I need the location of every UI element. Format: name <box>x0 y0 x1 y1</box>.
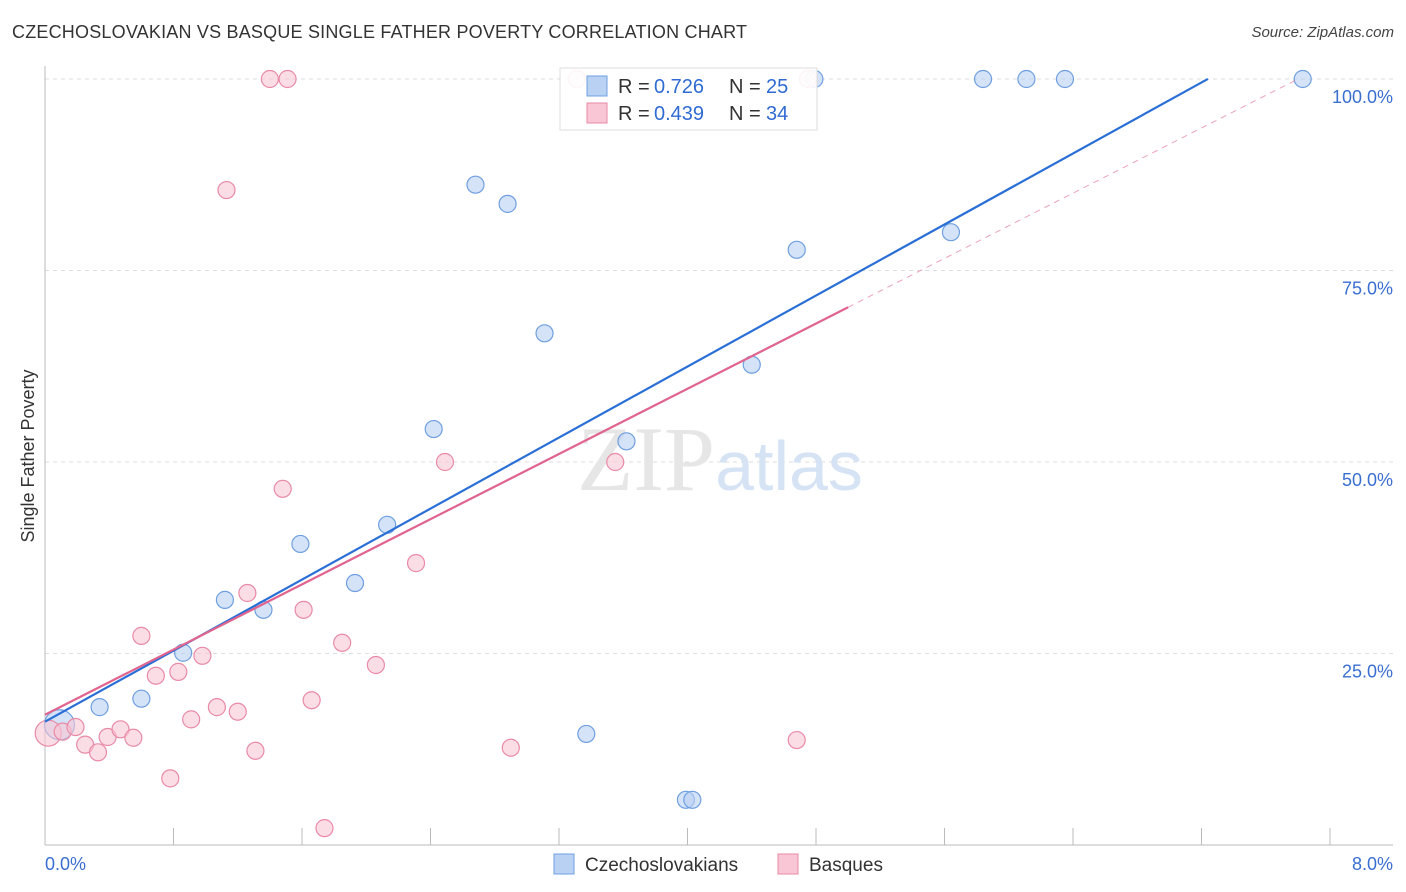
basque-point <box>246 741 265 760</box>
basque-point <box>238 583 257 603</box>
bottom-legend-swatch <box>777 853 799 875</box>
basque-trend-line <box>44 306 849 716</box>
basque-point <box>207 698 226 717</box>
basque-point <box>169 662 188 681</box>
bottom-legend-swatch <box>553 853 575 875</box>
legend-n-label: N = <box>729 76 761 98</box>
y-tick-label: 100.0% <box>1332 87 1393 107</box>
legend-n-label: N = <box>729 103 761 125</box>
basque-point <box>66 717 85 737</box>
basque-point <box>217 180 236 200</box>
basque-point <box>315 819 334 838</box>
legend-r-value: 0.439 <box>654 103 704 125</box>
legend-swatch <box>586 102 608 124</box>
basque-point <box>146 666 165 685</box>
legend-swatch <box>586 75 608 97</box>
basque-point <box>787 730 806 750</box>
basque-point <box>132 626 151 645</box>
legend-r-value: 0.726 <box>654 76 704 98</box>
basque-point <box>273 479 292 498</box>
legend-n-value: 25 <box>766 76 788 98</box>
basque-point <box>294 600 313 619</box>
basque-point <box>88 743 108 762</box>
basque-point <box>124 728 143 747</box>
legend-r-label: R = <box>618 103 650 125</box>
basque-point <box>606 452 625 472</box>
basque-point <box>161 769 180 788</box>
y-tick-label: 50.0% <box>1342 470 1393 490</box>
basque-point <box>278 69 297 89</box>
basque-point <box>435 452 455 472</box>
basque-point <box>501 738 520 757</box>
legend-r-label: R = <box>618 76 650 98</box>
x-tick-label: 0.0% <box>45 854 86 874</box>
czech-point <box>577 724 596 744</box>
czech-point <box>535 324 554 343</box>
basque-point <box>228 702 247 721</box>
czech-point <box>617 432 636 451</box>
basque-point <box>366 655 385 675</box>
basque-point <box>111 720 130 739</box>
basque-point <box>260 69 279 89</box>
czech-point <box>498 194 517 213</box>
bottom-legend-label: Czechoslovakians <box>585 855 738 876</box>
czech-point <box>787 240 806 259</box>
watermark: ZIPatlas <box>577 408 863 510</box>
czech-point <box>683 790 702 809</box>
czech-point <box>1055 69 1075 89</box>
basque-trend-extension <box>847 78 1299 308</box>
y-tick-label: 25.0% <box>1342 662 1393 682</box>
czech-point <box>1017 69 1036 89</box>
bottom-legend-label: Basques <box>809 855 883 876</box>
basque-point <box>406 554 426 573</box>
y-tick-label: 75.0% <box>1342 279 1393 299</box>
basque-point <box>302 691 321 710</box>
basque-point <box>193 646 212 665</box>
czech-point <box>132 689 151 708</box>
source-label: Source: ZipAtlas.com <box>1251 24 1394 41</box>
x-tick-label: 8.0% <box>1352 854 1393 874</box>
czech-point <box>345 573 365 593</box>
y-axis-label: Single Father Poverty <box>18 369 38 542</box>
czech-point <box>90 698 109 717</box>
czech-point <box>973 69 993 89</box>
basque-point <box>182 710 201 729</box>
czech-point <box>215 590 234 609</box>
czech-point <box>466 175 485 194</box>
czech-point <box>941 223 961 242</box>
czech-point <box>424 419 443 439</box>
legend-n-value: 34 <box>766 103 788 125</box>
czech-point <box>291 534 310 554</box>
czech-trend-line <box>44 77 1209 723</box>
czech-point <box>1293 69 1312 89</box>
czech-point <box>378 515 397 534</box>
basque-point <box>333 633 352 652</box>
chart-title: CZECHOSLOVAKIAN VS BASQUE SINGLE FATHER … <box>12 22 748 42</box>
